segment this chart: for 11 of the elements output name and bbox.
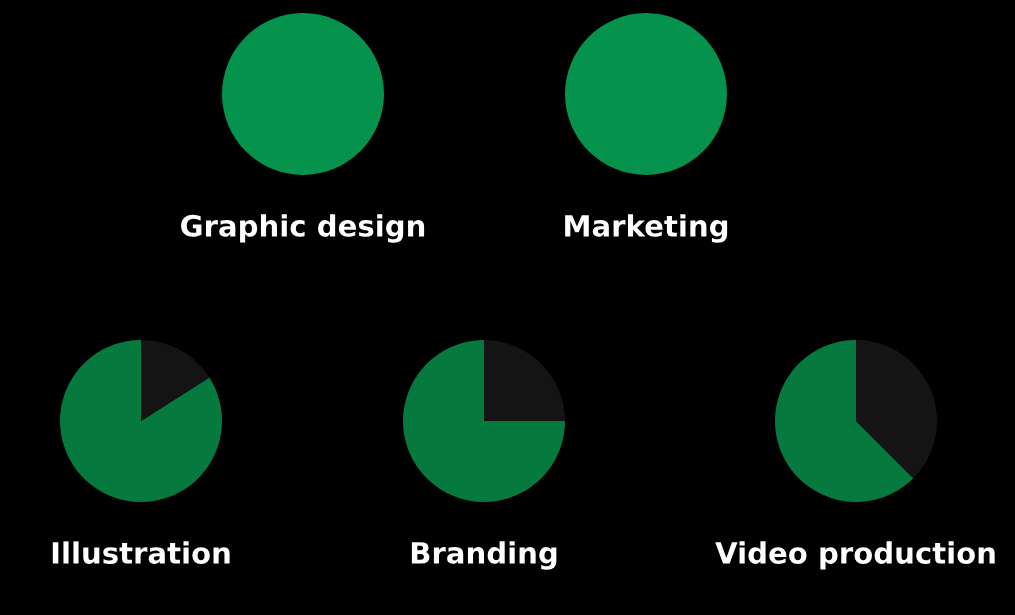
text: Branding	[411, 541, 557, 570]
text: Video production	[715, 541, 995, 570]
text: Graphic design	[181, 214, 425, 243]
pie-slice	[856, 340, 937, 479]
pie-slice	[403, 340, 565, 502]
pie-slice	[141, 340, 210, 421]
text: Illustration	[52, 541, 230, 564]
pie-slice	[484, 340, 565, 421]
pie-slice	[60, 340, 222, 502]
text: Marketing	[565, 214, 728, 243]
pie-slice	[775, 340, 914, 502]
